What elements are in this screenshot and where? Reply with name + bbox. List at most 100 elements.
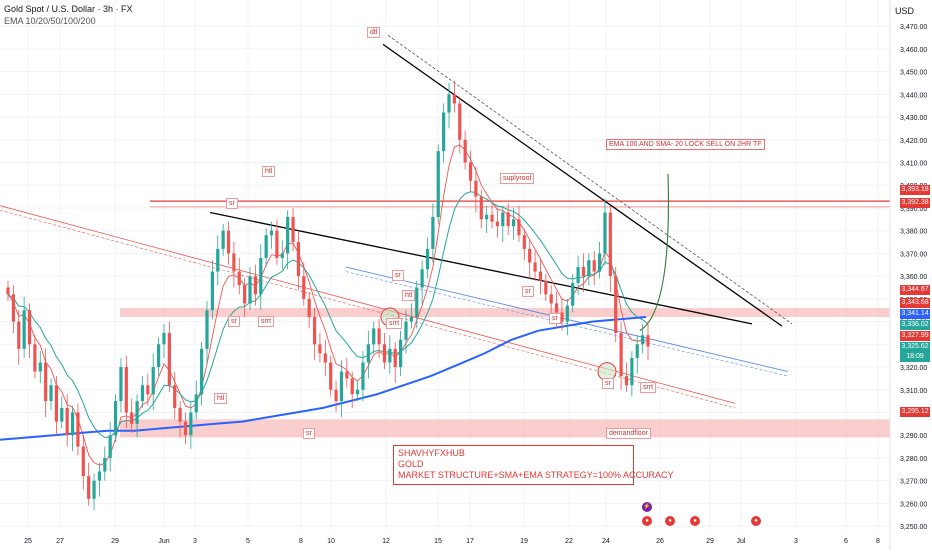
tag-demandfloor: demandfloor: [606, 428, 651, 439]
candle-body: [361, 362, 365, 390]
lightning-icon[interactable]: ⚡: [642, 502, 652, 512]
trend-lines: [0, 34, 793, 409]
ema-200-line: [0, 316, 647, 441]
price-label-3343-68: 3,343.68: [900, 298, 930, 308]
x-tick-label: Jun: [158, 538, 169, 545]
candle-body: [603, 212, 607, 254]
x-tick-label: 15: [434, 538, 442, 545]
tag-srrt-mid1: srrt: [258, 316, 275, 327]
downtrend-line-dashed: [387, 34, 793, 325]
y-tick-label: 3,360.00: [900, 274, 927, 281]
candle-body: [167, 332, 171, 386]
candle-body: [269, 230, 274, 236]
candle-body: [323, 353, 327, 363]
tag-suplyroof: suplyroof: [500, 173, 535, 184]
y-tick-label: 3,430.00: [900, 115, 927, 122]
candle-body: [538, 271, 543, 281]
candle-body: [646, 335, 650, 347]
candle-body: [76, 412, 80, 447]
price-axis: 3,250.00 3,260.00 3,270.00 3,280.00 3,290.00…: [889, 0, 927, 550]
x-tick-label: 8: [876, 538, 880, 545]
us-flag-icon[interactable]: ●: [642, 516, 652, 526]
candle-body: [253, 276, 257, 295]
candle-body: [210, 271, 214, 311]
price-label-3336-02: 3,336.02: [900, 320, 930, 330]
x-tick-label: 12: [382, 538, 390, 545]
candle-body: [275, 230, 279, 258]
indicator-label[interactable]: EMA 10/20/50/100/200: [4, 16, 96, 26]
candle-body: [97, 471, 102, 481]
candle-body: [495, 221, 500, 227]
tag-sr-mid2: sr: [522, 286, 534, 297]
candle-body: [345, 371, 349, 379]
us-flag-icon[interactable]: ●: [690, 516, 700, 526]
candle-body: [44, 362, 48, 402]
candle-body: [17, 321, 21, 349]
currency-label: USD: [894, 6, 914, 16]
candle-body: [108, 435, 112, 458]
candle-body: [339, 371, 344, 402]
y-tick-label: 3,440.00: [900, 92, 927, 99]
candle-body: [597, 253, 602, 272]
y-tick-label: 3,460.00: [900, 47, 927, 54]
strategy-note: EMA 100 AND SMA- 20 LOCK SELL ON 2HR TF: [606, 139, 765, 150]
candle-body: [608, 212, 612, 277]
candle-body: [366, 344, 370, 363]
x-tick-label: 5: [246, 538, 250, 545]
candle-body: [124, 367, 128, 413]
candle-body: [581, 267, 586, 277]
candle-body: [312, 317, 317, 345]
candle-body: [576, 267, 580, 283]
candle-body: [135, 401, 139, 424]
candle-body: [178, 407, 182, 422]
candle-body: [286, 217, 290, 254]
candle-body: [318, 344, 322, 354]
candle-body: [501, 212, 505, 227]
price-label-3295-12: 3,295.12: [900, 407, 930, 417]
tag-srrt-low: srrt: [640, 382, 657, 393]
candle-body: [130, 412, 134, 424]
us-flag-icon[interactable]: ●: [751, 516, 761, 526]
candle-body: [630, 357, 634, 386]
candle-body: [146, 385, 150, 395]
candle-body: [377, 328, 381, 345]
candle-body: [33, 344, 37, 372]
y-tick-label: 3,290.00: [900, 433, 927, 440]
x-tick-label: 25: [24, 538, 32, 545]
us-flag-icon[interactable]: ●: [665, 516, 675, 526]
candle-body: [404, 321, 408, 340]
candle-body: [259, 257, 263, 295]
candle-body: [49, 385, 53, 402]
candle-body: [11, 294, 15, 322]
candle-body: [619, 332, 623, 377]
candle-body: [420, 269, 424, 288]
candle-body: [571, 282, 575, 306]
price-label-3325-62: 3,325.62: [900, 342, 930, 352]
candle-body: [415, 287, 419, 318]
tag-sr-low1: sr: [303, 428, 315, 439]
candle-body: [232, 253, 236, 272]
candle-body: [554, 303, 559, 313]
candle-body: [334, 389, 338, 402]
candle-body: [264, 235, 268, 258]
candle-body: [463, 139, 467, 163]
candle-body: [183, 421, 188, 436]
candles: [6, 80, 650, 511]
price-label-3344-67: 3,344.67: [900, 285, 930, 295]
candle-body: [452, 94, 456, 104]
candle-body: [237, 271, 241, 286]
candle-body: [388, 348, 392, 363]
candle-body: [372, 328, 376, 345]
candle-body: [92, 480, 96, 499]
candle-body: [517, 219, 521, 236]
candle-body: [291, 217, 295, 243]
y-tick-label: 3,380.00: [900, 229, 927, 236]
candle-body: [113, 401, 118, 436]
candle-body: [511, 219, 516, 227]
y-tick-label: 3,370.00: [900, 251, 927, 258]
tag-htl-top: htl: [262, 166, 276, 177]
candle-body: [522, 235, 526, 249]
y-tick-label: 3,250.00: [900, 524, 927, 531]
candle-body: [560, 312, 564, 322]
resistance-zone: [120, 307, 890, 318]
